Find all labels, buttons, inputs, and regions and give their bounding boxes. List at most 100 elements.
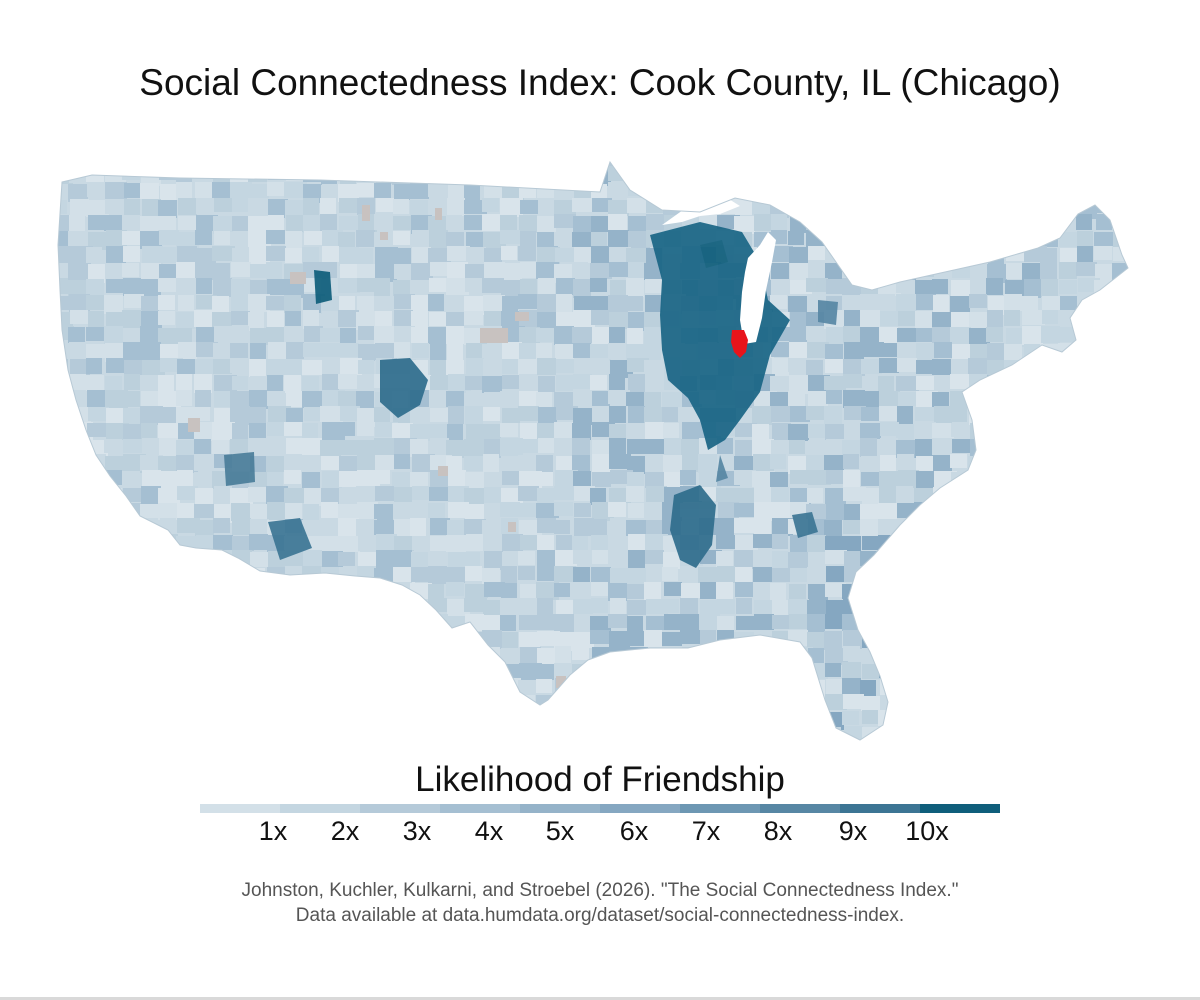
county-tile (519, 215, 537, 233)
county-tile (304, 599, 326, 616)
county-tile (231, 696, 249, 713)
county-tile (698, 168, 721, 182)
county-tile (807, 614, 825, 633)
county-tile (428, 503, 445, 518)
county-tile (158, 488, 180, 505)
county-tile (627, 600, 646, 615)
county-tile (268, 166, 289, 180)
county-tile (592, 678, 610, 693)
county-tile (879, 216, 895, 233)
county-tile (446, 162, 463, 166)
county-tile (501, 162, 519, 168)
county-tile (160, 647, 180, 661)
county-tile (717, 599, 735, 614)
county-tile (212, 422, 235, 440)
county-tile (1094, 679, 1117, 697)
county-tile (320, 647, 339, 661)
county-tile (969, 406, 986, 425)
county-tile (806, 455, 826, 473)
county-tile (969, 168, 989, 185)
county-tile (880, 438, 898, 457)
county-tile (320, 198, 336, 215)
county-tile (573, 216, 595, 233)
county-tile (789, 167, 810, 181)
county-tile (393, 728, 411, 740)
county-tile (608, 664, 626, 681)
county-tile (790, 568, 811, 582)
county-tile (933, 455, 952, 472)
county-tile (374, 504, 395, 523)
county-tile (376, 600, 397, 616)
county-tile (806, 183, 828, 202)
county-tile (248, 294, 270, 312)
county-tile (177, 518, 200, 533)
county-tile (322, 694, 338, 710)
county-tile (843, 374, 862, 388)
county-tile (464, 632, 485, 651)
county-tile (375, 727, 397, 740)
county-tile (861, 472, 883, 486)
county-tile (58, 727, 69, 740)
county-tile (932, 615, 953, 631)
county-tile (230, 488, 253, 505)
county-tile (231, 630, 249, 646)
county-tile (1076, 214, 1092, 230)
county-tile (141, 598, 157, 617)
county-tile (393, 567, 415, 586)
county-tile (158, 311, 175, 325)
county-tile (626, 486, 644, 502)
county-tile (141, 162, 158, 168)
county-tile (986, 327, 1003, 342)
county-tile (502, 408, 520, 423)
county-tile (105, 199, 125, 214)
legend-swatch (680, 804, 760, 813)
county-tile (1077, 486, 1096, 504)
county-tile (250, 742, 266, 757)
county-tile (357, 183, 374, 197)
county-tile (968, 662, 989, 681)
county-tile (213, 582, 232, 598)
county-tile (1113, 662, 1128, 680)
county-tile (338, 278, 360, 293)
county-tile (410, 694, 428, 709)
county-tile (339, 536, 360, 552)
county-tile (87, 518, 104, 533)
county-tile (572, 726, 591, 740)
county-tile (159, 552, 178, 570)
county-tile (952, 647, 975, 663)
county-tile (860, 519, 880, 536)
county-tile (608, 614, 628, 628)
county-tile (268, 162, 287, 166)
county-tile (268, 614, 286, 629)
county-tile (790, 678, 809, 696)
county-tile (680, 566, 700, 580)
county-tile (609, 454, 631, 469)
county-tile (970, 391, 987, 410)
county-tile (213, 216, 233, 234)
county-tile (357, 710, 379, 724)
county-tile (448, 502, 469, 518)
county-tile (1130, 710, 1149, 725)
county-tile (843, 694, 864, 709)
county-tile (574, 247, 596, 263)
county-tile (986, 214, 1007, 229)
county-tile (1024, 696, 1043, 714)
county-tile (519, 663, 542, 681)
county-tile (1024, 630, 1044, 645)
county-tile (214, 263, 230, 281)
county-tile (718, 182, 740, 196)
county-tile (878, 582, 901, 601)
county-tile (502, 342, 522, 361)
county-tile (1004, 294, 1022, 311)
county-tile (772, 711, 788, 728)
county-tile (608, 583, 627, 601)
county-tile (231, 326, 249, 343)
county-tile (446, 278, 469, 295)
county-tile (250, 504, 268, 521)
county-tile (626, 278, 644, 297)
county-tile (843, 390, 865, 408)
us-outline (57, 160, 1129, 741)
county-tile (987, 727, 1007, 740)
county-tile (69, 168, 85, 183)
county-tile (394, 487, 412, 502)
